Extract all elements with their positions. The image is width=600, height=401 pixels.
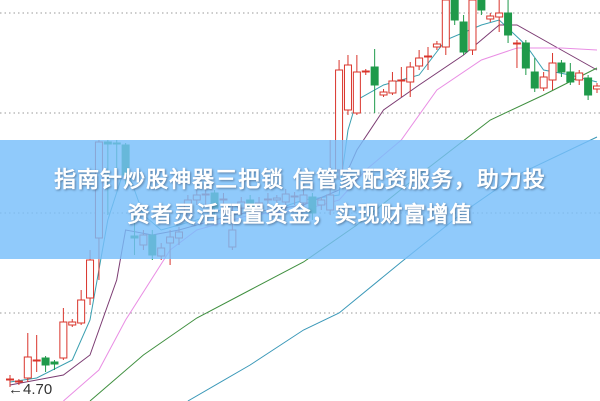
candle-body	[441, 0, 450, 48]
candle	[77, 290, 86, 325]
candle-body	[530, 71, 539, 89]
candle	[59, 308, 68, 360]
candle-body	[504, 12, 513, 36]
candle-body	[397, 79, 406, 82]
candle	[388, 72, 397, 95]
candle-body	[68, 321, 77, 326]
candle	[432, 41, 441, 50]
candle-body	[495, 12, 504, 18]
candle	[512, 40, 521, 68]
candle-body	[459, 21, 468, 53]
candle	[424, 47, 433, 70]
candle-body	[566, 71, 575, 83]
candle	[486, 13, 495, 22]
candle-body	[584, 77, 593, 96]
candle	[557, 60, 566, 77]
headline-line-1: 指南针炒股神器三把锁 信管家配资服务，助力投	[54, 168, 546, 193]
candle-body	[468, 0, 477, 51]
headline-banner	[0, 140, 600, 259]
candle	[41, 356, 50, 372]
candle-body	[379, 91, 388, 96]
candle-body	[521, 42, 530, 69]
candle	[14, 379, 23, 385]
candle	[86, 250, 95, 305]
candle-body	[14, 380, 23, 383]
candle-body	[477, 0, 486, 11]
candle	[566, 63, 575, 85]
candle-body	[343, 64, 352, 111]
candle	[406, 62, 415, 97]
candle-body	[575, 72, 584, 81]
candle-body	[450, 0, 459, 21]
candle	[361, 69, 370, 75]
candle-body	[548, 62, 557, 81]
candle	[6, 375, 14, 387]
arrow-left-icon: ←	[8, 381, 23, 398]
candle	[50, 360, 59, 370]
candle-body	[361, 70, 370, 73]
candle-body	[593, 85, 600, 90]
candle	[539, 72, 548, 91]
candle	[441, 0, 450, 55]
candle	[468, 0, 477, 55]
candle-body	[512, 42, 521, 45]
candle	[397, 67, 406, 97]
candle	[23, 333, 32, 382]
candle	[68, 319, 77, 327]
low-price-marker: ←4.70	[8, 381, 52, 398]
candle-body	[352, 71, 361, 114]
candle	[548, 53, 557, 90]
candle-body	[424, 55, 433, 58]
candle-body	[557, 62, 566, 73]
candle-body	[41, 357, 50, 366]
candle-body	[77, 299, 86, 324]
candle	[521, 40, 530, 75]
candle	[459, 15, 468, 55]
candle	[352, 55, 361, 115]
low-price-label: 4.70	[23, 381, 53, 398]
candle	[379, 89, 388, 97]
candle-body	[539, 76, 548, 89]
candle-body	[406, 66, 415, 83]
candle-body	[86, 259, 95, 299]
candle	[415, 50, 424, 70]
headline-line-2: 资者灵活配置资金，实现财富增值	[127, 203, 473, 228]
candle-body	[59, 321, 68, 359]
candle	[504, 0, 513, 43]
candle-body	[23, 356, 32, 379]
candle	[495, 0, 504, 32]
candle	[575, 70, 584, 85]
candle-body	[388, 80, 397, 94]
candle	[370, 49, 379, 113]
candle	[450, 0, 459, 25]
candle-body	[432, 43, 441, 48]
candle-body	[370, 66, 379, 86]
candle	[32, 335, 41, 372]
candle-body	[6, 378, 14, 381]
candle-body	[415, 57, 424, 67]
headline: 指南针炒股神器三把锁 信管家配资服务，助力投 资者灵活配置资金，实现财富增值	[0, 163, 600, 233]
candle	[530, 58, 539, 92]
candle	[343, 55, 352, 115]
candle-body	[486, 15, 495, 20]
candle	[584, 75, 593, 100]
candle-body	[32, 359, 41, 362]
candle-body	[50, 361, 59, 365]
candle	[593, 83, 600, 93]
candle	[477, 0, 486, 15]
